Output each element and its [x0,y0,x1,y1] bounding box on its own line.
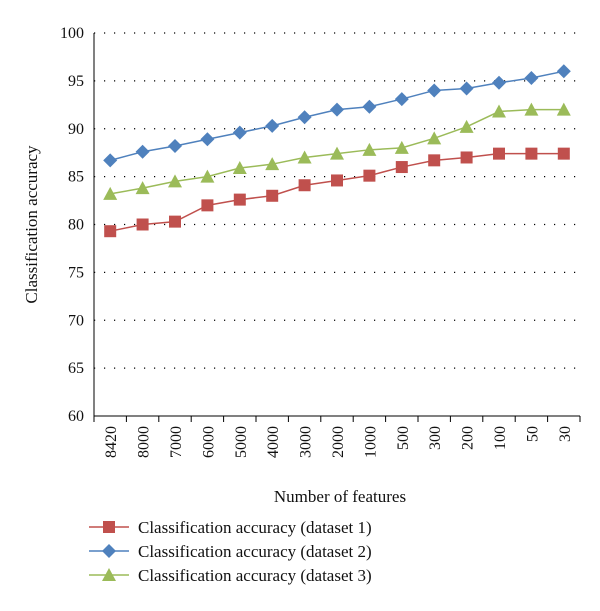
legend-marker [103,521,115,533]
series-1 [104,147,570,238]
data-point [394,92,409,107]
y-tick-label: 90 [68,121,84,138]
data-point [428,154,441,167]
data-point [297,150,312,164]
data-point [201,199,214,212]
x-tick-label: 3000 [298,426,315,458]
series-3 [103,102,571,200]
x-tick-label: 8000 [136,426,153,458]
x-tick-label: 1000 [362,426,379,458]
data-point [135,181,150,195]
data-point [330,146,344,160]
series-layer [103,64,571,238]
data-point [492,75,506,90]
data-point [395,161,408,174]
x-tick-label: 300 [427,426,444,450]
x-tick-label: 4000 [265,426,282,458]
data-point [233,193,246,206]
y-tick-label: 85 [68,169,84,186]
x-tick-label: 500 [395,426,412,450]
data-point [524,102,539,116]
x-tick-label: 50 [524,426,541,442]
x-axis-title: Number of features [274,487,406,506]
data-point [104,225,117,238]
data-point [297,110,312,125]
data-point [331,174,343,187]
data-point [103,186,118,200]
x-tick-label: 100 [492,426,509,450]
data-point [492,104,506,118]
y-tick-label: 70 [68,312,84,329]
y-tick-label: 100 [60,25,84,42]
y-tick-label: 75 [68,264,84,281]
y-tick-label: 60 [68,408,84,425]
y-tick-label: 65 [68,360,84,377]
data-point [525,147,538,160]
data-point [266,189,279,202]
data-point [265,157,280,171]
data-point [362,142,377,156]
x-tick-label: 2000 [330,426,347,458]
x-tick-label: 6000 [200,426,217,458]
data-point [459,119,474,133]
data-point [168,138,182,153]
data-point [556,102,571,116]
x-tick-label: 7000 [168,426,185,458]
y-tick-label: 80 [68,217,84,234]
data-point [136,218,149,231]
data-point [363,169,376,182]
legend-marker [102,544,116,558]
data-point [459,81,474,96]
data-point [200,132,215,147]
data-point [169,215,181,228]
y-tick-label: 95 [68,73,84,90]
x-tick-label: 200 [460,426,477,450]
data-point [168,174,182,188]
data-point [265,118,280,133]
series-2 [103,64,571,168]
y-tick-labels: 60 65 70 75 80 85 90 95 100 [60,25,84,425]
data-point [557,147,570,160]
data-point [556,64,571,79]
legend: Classification accuracy (dataset 1) Class… [89,518,372,585]
legend-marker [102,568,116,581]
legend-label: Classification accuracy (dataset 3) [138,566,372,585]
legend-item: Classification accuracy (dataset 2) [89,542,372,561]
legend-label: Classification accuracy (dataset 1) [138,518,372,537]
data-point [362,99,377,114]
legend-label: Classification accuracy (dataset 2) [138,542,372,561]
data-point [232,125,247,140]
x-tick-label: 8420 [103,426,120,458]
data-point [200,169,215,183]
legend-item: Classification accuracy (dataset 3) [89,566,372,585]
data-point [330,102,344,117]
data-point [232,161,247,175]
data-point [298,179,311,192]
x-tick-label: 5000 [233,426,250,458]
data-point [427,131,442,145]
x-tick-label: 30 [557,426,574,442]
data-point [460,151,473,164]
legend-item: Classification accuracy (dataset 1) [89,518,372,537]
x-tick-labels: 8420 8000 7000 6000 5000 4000 3000 2000 1000 500 3… [93,416,581,458]
gridlines [94,32,580,369]
data-point [394,140,409,154]
data-point [524,71,539,86]
data-point [427,83,442,98]
data-point [493,147,505,160]
data-point [103,153,118,168]
data-point [135,144,150,159]
y-axis-title: Classification accuracy [22,145,41,304]
